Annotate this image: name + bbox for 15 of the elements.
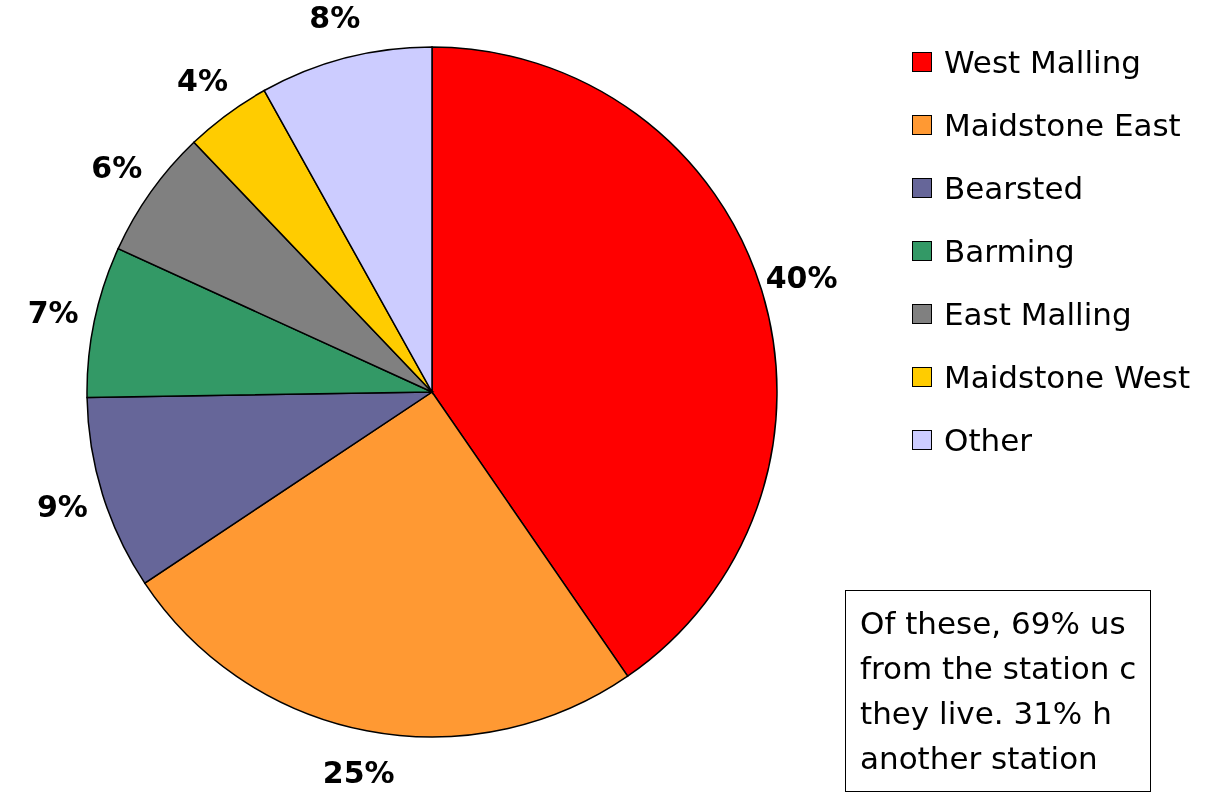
data-label: 7% [27,295,79,331]
legend-label: Barming [944,232,1075,269]
data-label: 6% [91,150,143,186]
legend-label: East Malling [944,295,1132,332]
legend-label: Other [944,421,1033,458]
data-label: 8% [309,0,361,35]
legend-label: Maidstone East [944,106,1181,143]
data-label: 9% [36,489,88,525]
legend-label: Bearsted [944,169,1084,206]
legend-label: West Malling [944,43,1141,80]
data-label: 40% [765,259,838,295]
note-box: Of these, 69% us from the station c they live. 31% h another station [845,590,1152,792]
data-label: 4% [177,62,229,98]
legend-label: Maidstone West [944,358,1191,395]
data-label: 25% [322,754,395,790]
